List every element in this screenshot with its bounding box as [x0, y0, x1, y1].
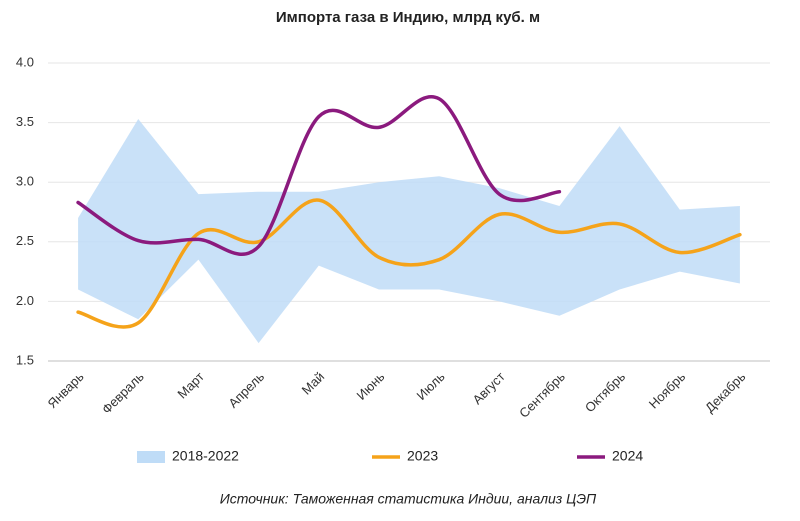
range-band: [78, 119, 740, 344]
x-tick-label: Июль: [414, 369, 448, 403]
legend-label: 2023: [407, 448, 438, 464]
x-tick-label: Март: [174, 369, 207, 402]
legend-label: 2018-2022: [172, 448, 239, 464]
source-note: Источник: Таможенная статистика Индии, а…: [220, 491, 597, 507]
y-tick-label: 4.0: [16, 54, 34, 69]
y-tick-label: 2.0: [16, 293, 34, 308]
y-tick-label: 3.0: [16, 174, 34, 189]
y-tick-label: 2.5: [16, 233, 34, 248]
x-tick-label: Январь: [45, 369, 87, 411]
chart-title: Импорта газа в Индию, млрд куб. м: [276, 9, 540, 26]
y-tick-label: 3.5: [16, 114, 34, 129]
x-tick-label: Декабрь: [702, 369, 749, 416]
series-line: [76, 198, 742, 329]
x-tick-label: Ноябрь: [646, 369, 689, 412]
x-tick-label: Май: [299, 369, 328, 398]
x-tick-label: Апрель: [225, 369, 267, 411]
x-tick-label: Август: [470, 369, 508, 407]
x-tick-label: Июнь: [353, 369, 387, 403]
x-tick-label: Октябрь: [582, 369, 628, 415]
y-tick-label: 1.5: [16, 352, 34, 367]
legend-label: 2024: [612, 448, 643, 464]
series-line: [76, 95, 562, 256]
x-tick-label: Сентябрь: [516, 369, 568, 421]
legend-swatch: [137, 451, 165, 463]
x-tick-label: Февраль: [99, 369, 147, 417]
